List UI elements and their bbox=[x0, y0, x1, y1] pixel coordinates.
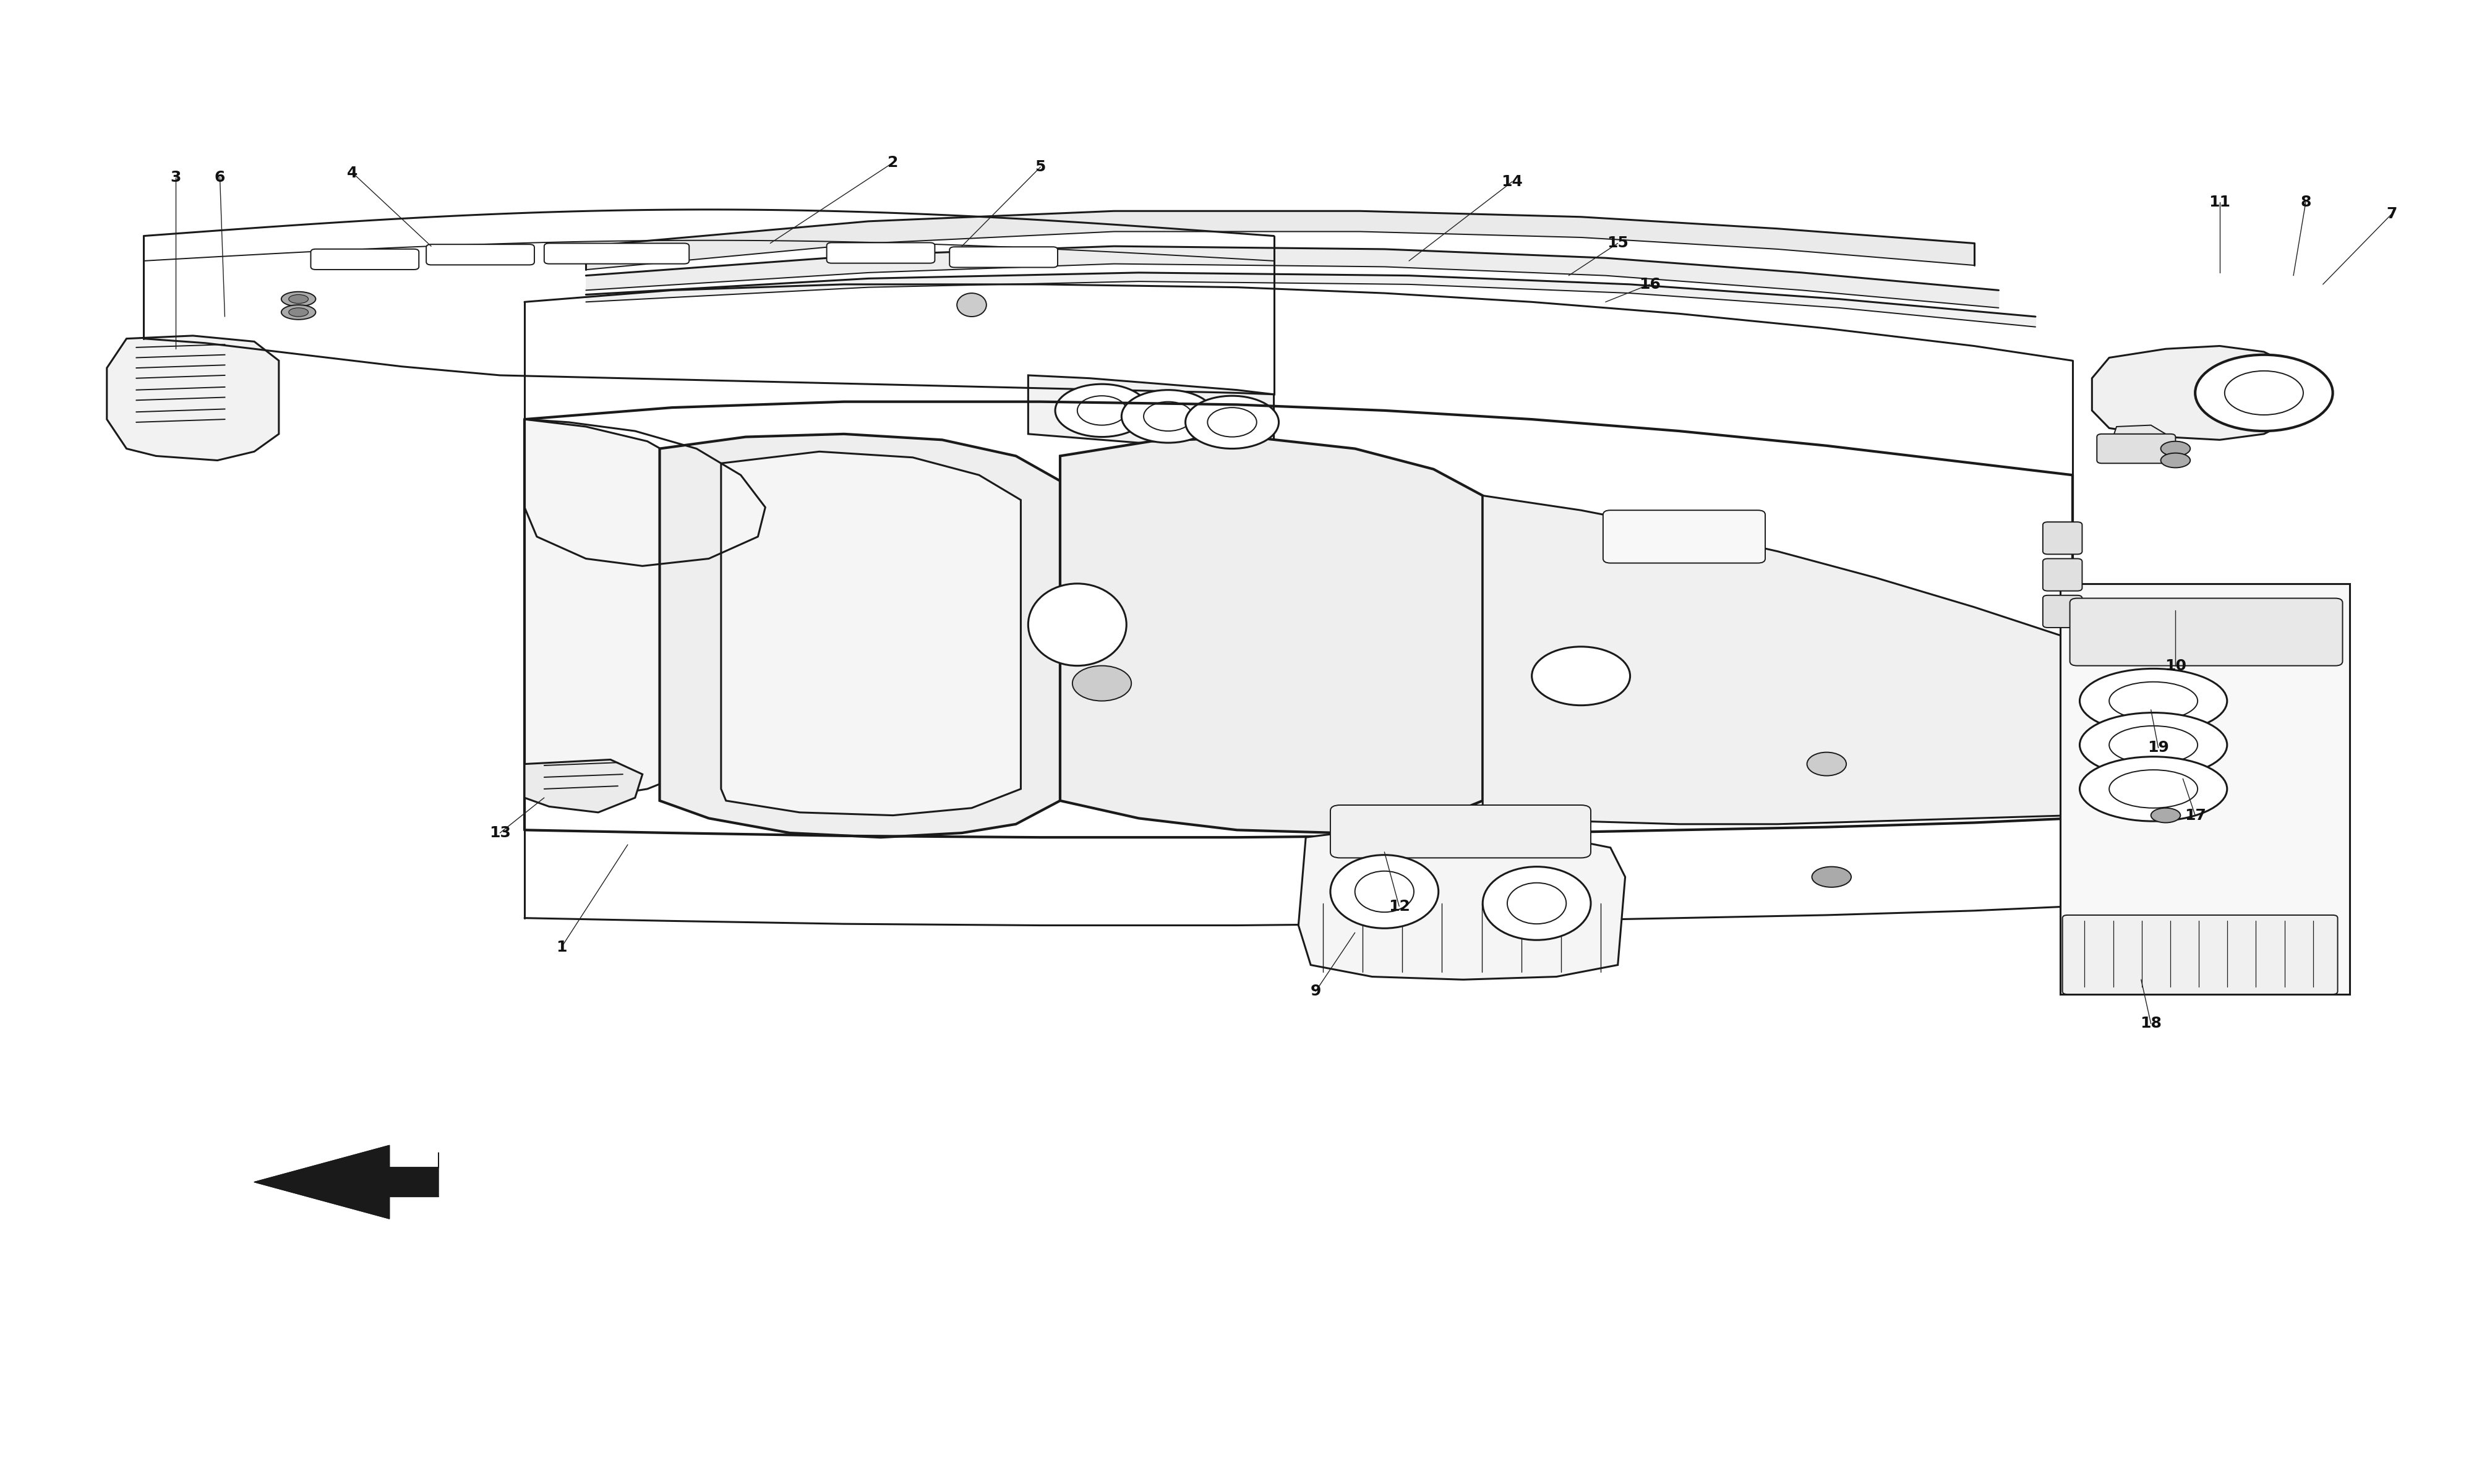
Ellipse shape bbox=[1811, 867, 1851, 887]
FancyBboxPatch shape bbox=[2044, 558, 2083, 591]
FancyBboxPatch shape bbox=[312, 249, 418, 270]
Ellipse shape bbox=[1356, 871, 1415, 913]
Ellipse shape bbox=[282, 304, 317, 319]
Text: 13: 13 bbox=[490, 825, 510, 840]
Ellipse shape bbox=[2150, 807, 2180, 822]
Text: 5: 5 bbox=[1034, 160, 1047, 175]
Text: 14: 14 bbox=[1502, 174, 1524, 188]
Ellipse shape bbox=[2081, 669, 2227, 733]
Polygon shape bbox=[255, 1146, 438, 1218]
Text: 16: 16 bbox=[1638, 278, 1660, 292]
Text: 7: 7 bbox=[2387, 206, 2397, 221]
Text: 19: 19 bbox=[2147, 741, 2170, 755]
Ellipse shape bbox=[957, 294, 987, 316]
Ellipse shape bbox=[1806, 752, 1846, 776]
Text: 12: 12 bbox=[1388, 899, 1410, 914]
FancyBboxPatch shape bbox=[1603, 510, 1766, 562]
Polygon shape bbox=[720, 451, 1022, 815]
Ellipse shape bbox=[1056, 384, 1148, 436]
Text: 18: 18 bbox=[2140, 1017, 2162, 1031]
Polygon shape bbox=[2110, 426, 2170, 457]
FancyBboxPatch shape bbox=[2061, 583, 2350, 994]
Ellipse shape bbox=[289, 307, 309, 316]
Ellipse shape bbox=[2081, 712, 2227, 778]
FancyBboxPatch shape bbox=[2044, 522, 2083, 554]
FancyBboxPatch shape bbox=[2063, 916, 2338, 994]
FancyBboxPatch shape bbox=[1331, 806, 1591, 858]
Text: 6: 6 bbox=[215, 169, 225, 184]
Ellipse shape bbox=[2110, 681, 2197, 720]
FancyBboxPatch shape bbox=[544, 243, 690, 264]
Polygon shape bbox=[524, 420, 693, 798]
Ellipse shape bbox=[1029, 583, 1126, 666]
Ellipse shape bbox=[1207, 408, 1257, 436]
Polygon shape bbox=[524, 760, 643, 812]
Text: 3: 3 bbox=[171, 169, 181, 184]
Polygon shape bbox=[1482, 496, 2073, 824]
FancyBboxPatch shape bbox=[826, 243, 935, 263]
Polygon shape bbox=[2093, 346, 2293, 439]
FancyBboxPatch shape bbox=[2071, 598, 2343, 666]
Ellipse shape bbox=[1143, 402, 1192, 430]
Polygon shape bbox=[1061, 436, 1482, 833]
Ellipse shape bbox=[1076, 396, 1126, 426]
Ellipse shape bbox=[282, 292, 317, 306]
Text: 10: 10 bbox=[2165, 659, 2187, 674]
Text: 2: 2 bbox=[888, 156, 898, 171]
Ellipse shape bbox=[2081, 757, 2227, 821]
Ellipse shape bbox=[1507, 883, 1566, 925]
Ellipse shape bbox=[2160, 453, 2189, 467]
Ellipse shape bbox=[1121, 390, 1215, 442]
Ellipse shape bbox=[1331, 855, 1437, 929]
Text: 1: 1 bbox=[557, 939, 567, 954]
Text: 9: 9 bbox=[1311, 984, 1321, 999]
FancyBboxPatch shape bbox=[950, 246, 1059, 267]
FancyBboxPatch shape bbox=[2044, 595, 2083, 628]
Ellipse shape bbox=[2160, 441, 2189, 456]
FancyBboxPatch shape bbox=[426, 245, 534, 264]
Ellipse shape bbox=[2110, 770, 2197, 807]
Ellipse shape bbox=[1531, 647, 1630, 705]
Polygon shape bbox=[1299, 830, 1625, 979]
Text: 4: 4 bbox=[346, 165, 359, 180]
FancyBboxPatch shape bbox=[2098, 433, 2175, 463]
Ellipse shape bbox=[1071, 666, 1131, 700]
Text: 15: 15 bbox=[1608, 236, 1628, 251]
Ellipse shape bbox=[1482, 867, 1591, 939]
Polygon shape bbox=[106, 335, 280, 460]
Text: 17: 17 bbox=[2185, 807, 2207, 822]
Text: 8: 8 bbox=[2301, 194, 2311, 209]
Polygon shape bbox=[1029, 375, 1274, 448]
Ellipse shape bbox=[289, 295, 309, 303]
Ellipse shape bbox=[1185, 396, 1279, 448]
Ellipse shape bbox=[2224, 371, 2303, 416]
Text: 11: 11 bbox=[2209, 194, 2232, 209]
Polygon shape bbox=[661, 433, 1061, 837]
Ellipse shape bbox=[2194, 355, 2333, 430]
Ellipse shape bbox=[2110, 726, 2197, 764]
